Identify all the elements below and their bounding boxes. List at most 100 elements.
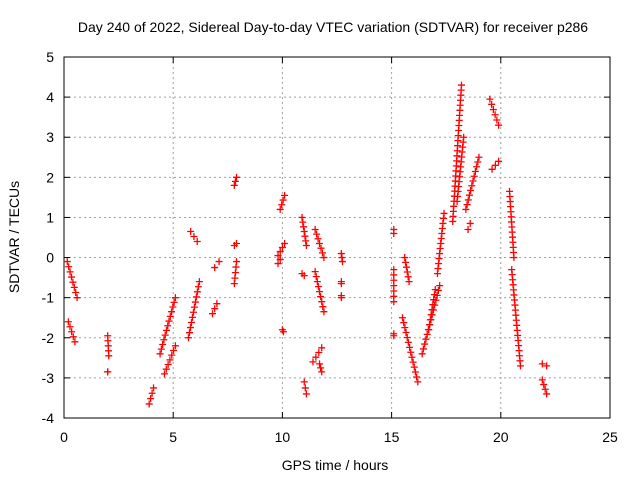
data-point xyxy=(315,348,323,356)
data-point xyxy=(471,167,479,175)
data-point xyxy=(541,385,549,393)
data-point xyxy=(274,260,282,268)
data-point xyxy=(317,244,325,252)
data-point xyxy=(215,258,223,266)
data-point xyxy=(402,263,410,271)
data-point xyxy=(457,81,465,89)
data-point xyxy=(157,345,165,353)
data-point xyxy=(390,229,398,237)
data-point xyxy=(190,232,198,240)
data-point xyxy=(400,319,408,327)
data-point xyxy=(192,293,200,301)
data-point xyxy=(170,298,178,306)
y-tick-label: -2 xyxy=(42,330,55,346)
data-point xyxy=(319,303,327,311)
data-point xyxy=(193,238,201,246)
data-point xyxy=(189,308,197,316)
data-point xyxy=(465,191,473,199)
y-tick-label: 1 xyxy=(46,209,54,225)
x-tick-label: 5 xyxy=(169,429,177,445)
data-point xyxy=(399,314,407,322)
data-point xyxy=(171,342,179,350)
data-point xyxy=(401,324,409,332)
data-point xyxy=(185,329,193,337)
data-point xyxy=(312,353,320,361)
data-point xyxy=(474,158,482,166)
data-point xyxy=(411,368,419,376)
data-point xyxy=(71,338,79,346)
data-point xyxy=(159,340,167,348)
data-point xyxy=(168,308,176,316)
data-point xyxy=(301,384,309,392)
data-point xyxy=(233,240,241,248)
data-point xyxy=(431,286,439,294)
data-point xyxy=(166,312,174,320)
data-point xyxy=(105,352,113,360)
data-point xyxy=(320,254,328,262)
data-point xyxy=(190,303,198,311)
plot-frame xyxy=(63,56,611,419)
data-point xyxy=(320,308,328,316)
data-point xyxy=(409,358,417,366)
data-point xyxy=(298,213,306,221)
data-point xyxy=(317,293,325,301)
data-point xyxy=(186,324,194,332)
data-point xyxy=(281,240,289,248)
data-point xyxy=(300,227,308,235)
data-point xyxy=(318,344,326,352)
data-point xyxy=(64,318,72,326)
data-point xyxy=(464,225,472,233)
x-tick-label: 25 xyxy=(602,429,618,445)
data-point xyxy=(233,173,241,181)
y-axis: -4 -3 -2 -1 0 1 2 3 4 5 xyxy=(42,49,610,426)
data-point xyxy=(300,272,308,280)
data-point xyxy=(337,280,345,288)
data-point xyxy=(318,249,326,257)
data-point xyxy=(538,376,546,384)
data-point xyxy=(156,350,164,358)
data-point xyxy=(462,205,470,213)
data-point xyxy=(543,390,551,398)
data-point xyxy=(311,225,319,233)
data-point xyxy=(436,282,444,290)
data-point xyxy=(473,163,481,171)
data-point xyxy=(73,294,81,302)
data-point xyxy=(491,161,499,169)
data-point xyxy=(63,258,71,266)
data-point xyxy=(65,263,73,271)
data-point xyxy=(230,181,238,189)
data-point xyxy=(279,328,287,336)
data-point xyxy=(469,177,477,185)
data-point xyxy=(402,329,410,337)
data-point xyxy=(276,248,284,256)
data-point xyxy=(337,294,345,302)
grid xyxy=(64,57,610,418)
data-point xyxy=(162,365,170,373)
data-point xyxy=(510,254,518,262)
data-point xyxy=(403,268,411,276)
y-tick-label: 2 xyxy=(46,169,54,185)
x-tick-label: 10 xyxy=(275,429,291,445)
data-point xyxy=(488,165,496,173)
data-point xyxy=(161,331,169,339)
data-point xyxy=(390,332,398,340)
data-point xyxy=(312,273,320,281)
data-point xyxy=(314,235,322,243)
data-point xyxy=(425,326,433,334)
data-point xyxy=(426,321,434,329)
data-point xyxy=(404,338,412,346)
data-point xyxy=(489,106,497,114)
data-point xyxy=(491,111,499,119)
chart-title: Day 240 of 2022, Sidereal Day-to-day VTE… xyxy=(78,19,588,35)
data-point xyxy=(68,328,76,336)
data-point xyxy=(313,278,321,286)
data-point xyxy=(316,240,324,248)
y-tick-label: 3 xyxy=(46,129,54,145)
data-point xyxy=(460,133,468,141)
data-point xyxy=(231,177,239,185)
data-point xyxy=(313,230,321,238)
data-point xyxy=(69,278,77,286)
data-point xyxy=(427,311,435,319)
data-point xyxy=(276,205,284,213)
data-point xyxy=(302,237,310,245)
